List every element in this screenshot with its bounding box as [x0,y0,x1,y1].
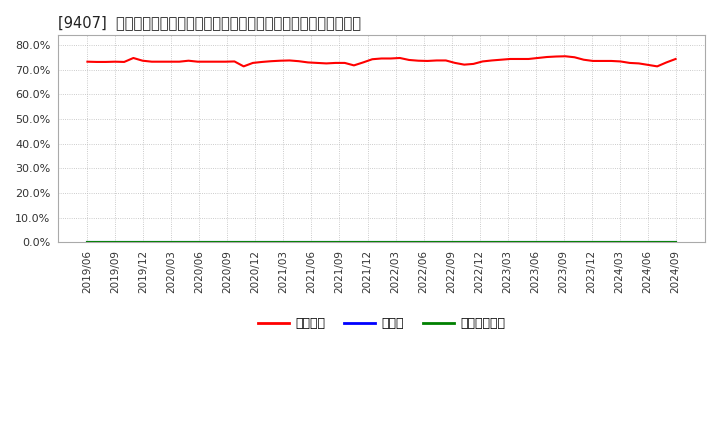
Legend: 自己資本, のれん, 繰延税金資産: 自己資本, のれん, 繰延税金資産 [253,312,510,335]
自己資本 [653,64,662,69]
のれん [588,240,596,245]
のれん [643,240,652,245]
のれん [167,240,176,245]
繰延税金資産 [307,240,316,245]
のれん [307,240,316,245]
繰延税金資産 [475,240,484,245]
Line: 自己資本: 自己資本 [87,56,675,66]
繰延税金資産 [588,240,596,245]
繰延税金資産 [447,240,456,245]
繰延税金資産 [251,240,260,245]
自己資本 [341,60,349,66]
繰延税金資産 [83,240,91,245]
のれん [475,240,484,245]
繰延税金資産 [671,240,680,245]
のれん [111,240,120,245]
繰延税金資産 [195,240,204,245]
自己資本 [221,59,230,64]
繰延税金資産 [419,240,428,245]
のれん [671,240,680,245]
のれん [531,240,540,245]
自己資本 [561,54,570,59]
のれん [559,240,568,245]
Text: [9407]  自己資本、のれん、繰延税金資産の総資産に対する比率の推移: [9407] 自己資本、のれん、繰延税金資産の総資産に対する比率の推移 [58,15,361,30]
のれん [336,240,344,245]
のれん [363,240,372,245]
繰延税金資産 [223,240,232,245]
のれん [447,240,456,245]
のれん [251,240,260,245]
自己資本 [607,59,616,64]
のれん [223,240,232,245]
繰延税金資産 [643,240,652,245]
のれん [419,240,428,245]
のれん [503,240,512,245]
繰延税金資産 [391,240,400,245]
繰延税金資産 [616,240,624,245]
繰延税金資産 [111,240,120,245]
繰延税金資産 [363,240,372,245]
自己資本 [395,55,404,61]
のれん [195,240,204,245]
自己資本 [239,64,248,69]
のれん [83,240,91,245]
繰延税金資産 [167,240,176,245]
のれん [391,240,400,245]
のれん [139,240,148,245]
自己資本 [83,59,91,64]
繰延税金資産 [279,240,288,245]
繰延税金資産 [531,240,540,245]
のれん [279,240,288,245]
自己資本 [671,56,680,62]
繰延税金資産 [503,240,512,245]
繰延税金資産 [559,240,568,245]
自己資本 [267,59,276,64]
繰延税金資産 [336,240,344,245]
のれん [616,240,624,245]
繰延税金資産 [139,240,148,245]
